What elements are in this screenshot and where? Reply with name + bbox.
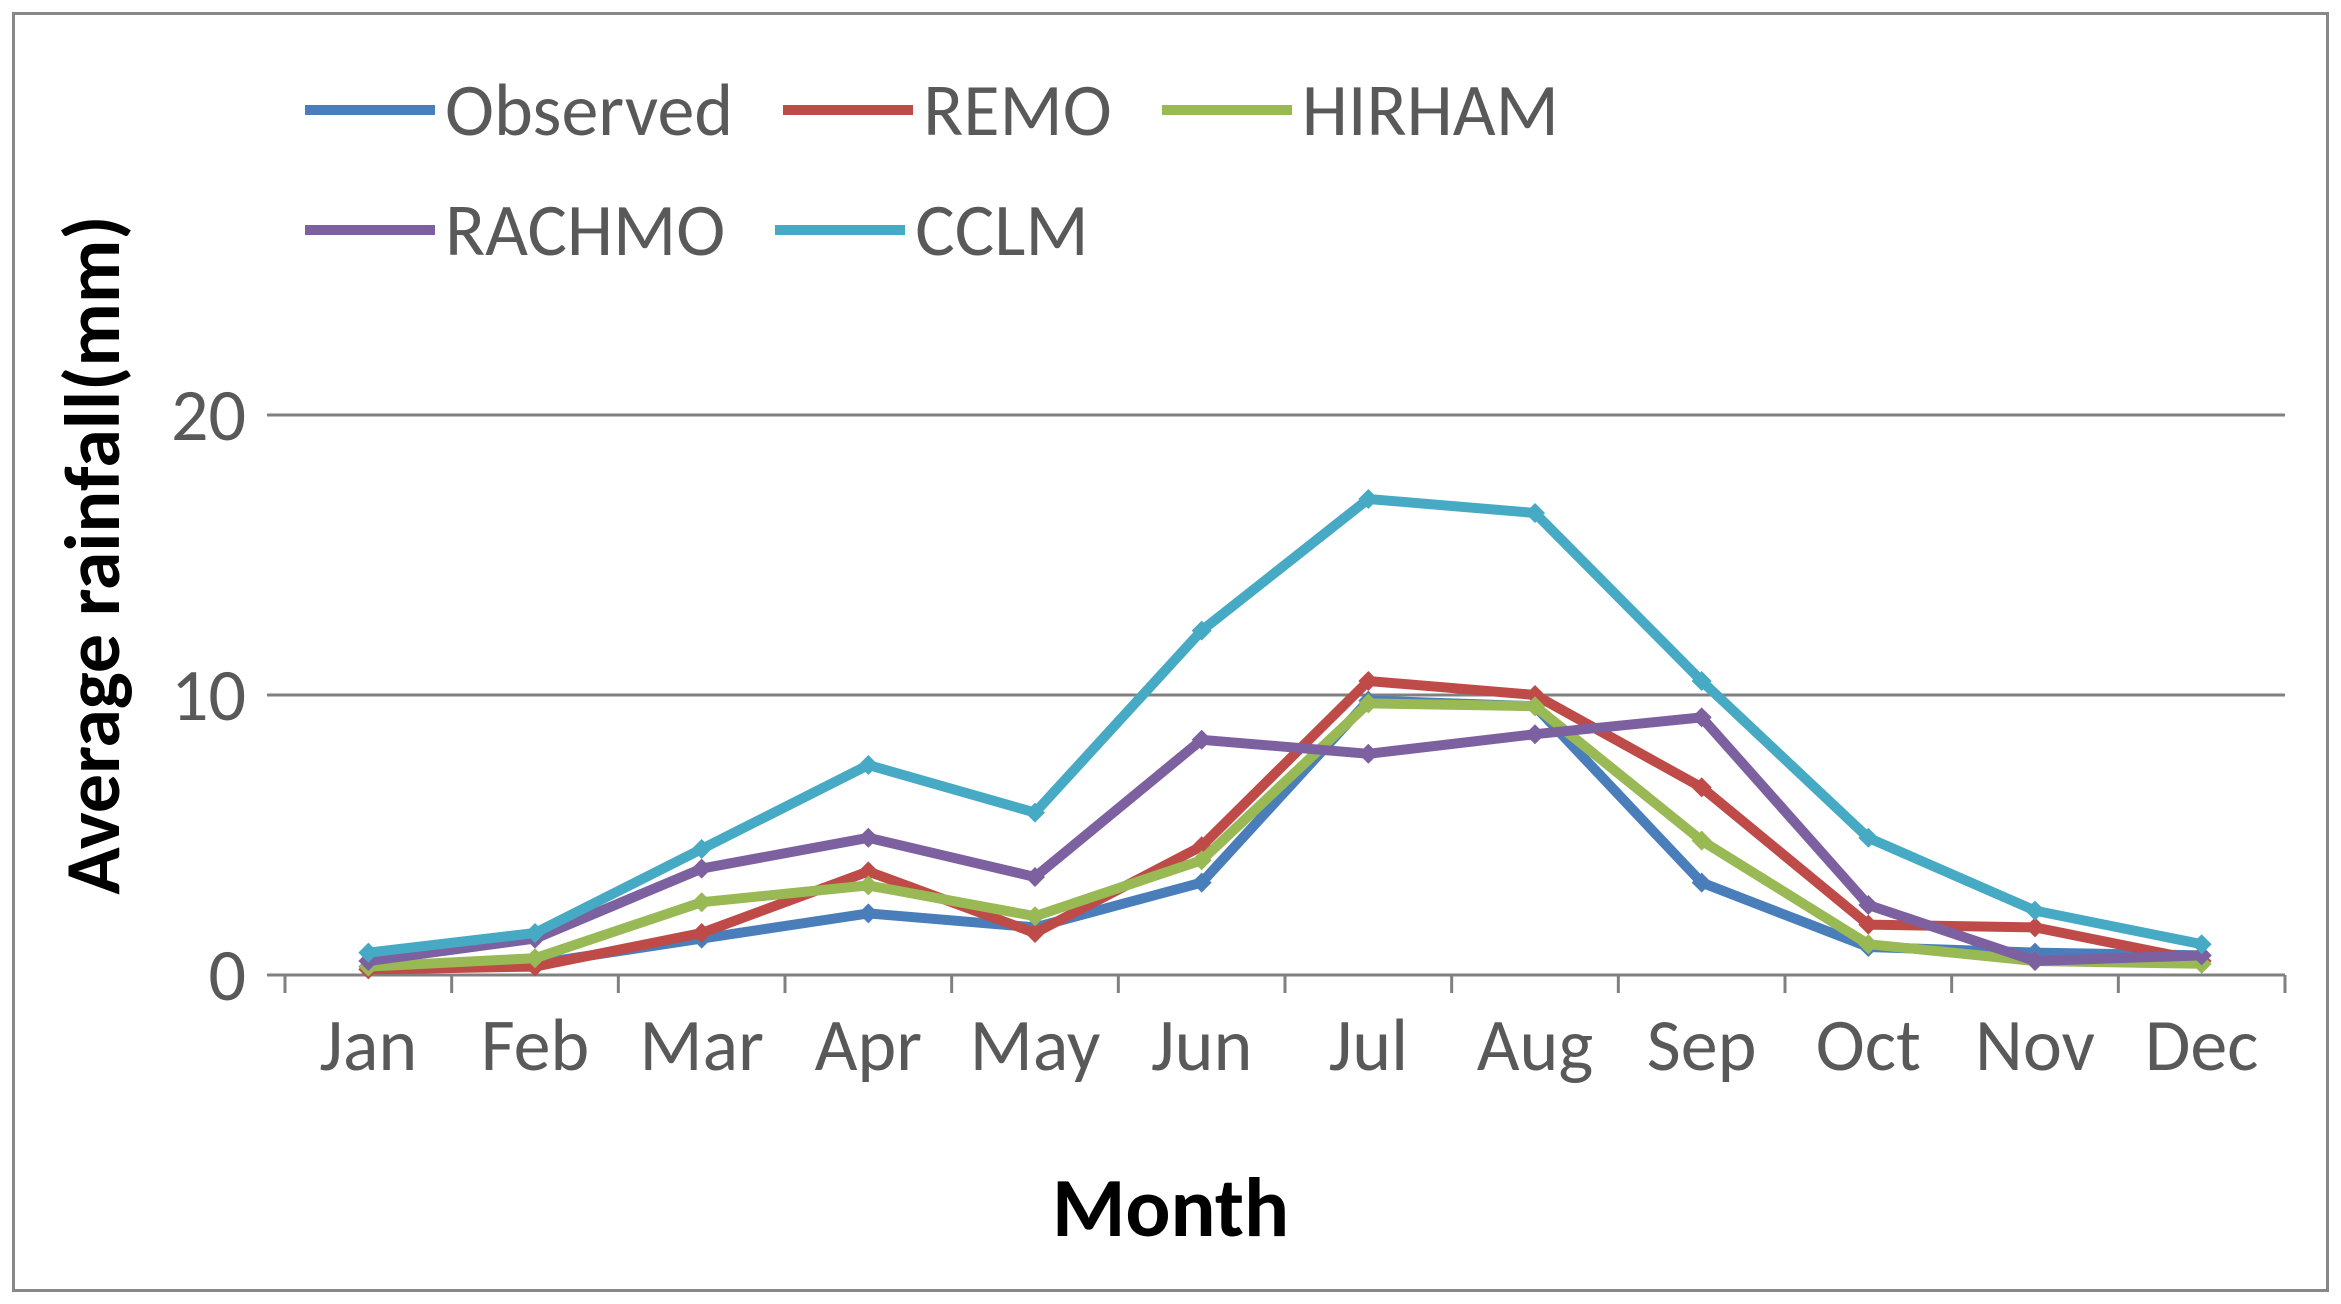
legend-swatch xyxy=(775,225,905,235)
legend-item: HIRHAM xyxy=(1162,65,1559,155)
plot-area xyxy=(285,415,2285,975)
x-tick-label: Aug xyxy=(1477,1000,1594,1090)
series-marker xyxy=(1358,744,1378,764)
x-tick-label: Feb xyxy=(481,1000,590,1090)
x-tick-label: Dec xyxy=(2145,1000,2259,1090)
plot-svg xyxy=(285,415,2285,975)
legend-label: RACHMO xyxy=(445,185,725,275)
legend-label: HIRHAM xyxy=(1302,65,1559,155)
x-tick-label: Jun xyxy=(1151,1000,1252,1090)
y-tick-label: 20 xyxy=(126,370,246,460)
x-tick-label: May xyxy=(970,1000,1101,1090)
legend-label: REMO xyxy=(923,65,1112,155)
series-marker xyxy=(858,828,878,848)
legend: Observed REMO HIRHAM RACHMO CCLM xyxy=(305,65,2105,305)
legend-swatch xyxy=(305,105,435,115)
legend-swatch xyxy=(1162,105,1292,115)
legend-item: CCLM xyxy=(775,185,1088,275)
chart-frame: ObservedREMOHIRHAMRACHMOCCLM Average rai… xyxy=(12,12,2329,1292)
x-tick-label: Jan xyxy=(319,1000,417,1090)
legend-item: REMO xyxy=(783,65,1112,155)
x-tick-label: Mar xyxy=(639,1000,764,1090)
x-tick-label: Oct xyxy=(1816,1000,1921,1090)
x-tick-label: Nov xyxy=(1975,1000,2095,1090)
legend-swatch xyxy=(783,105,913,115)
x-tick-label: Jul xyxy=(1329,1000,1408,1090)
legend-swatch xyxy=(305,225,435,235)
x-axis-label: Month xyxy=(15,1156,2326,1259)
x-tick-label: Sep xyxy=(1647,1000,1757,1090)
y-tick-label: 0 xyxy=(126,930,246,1020)
x-tick-label: Apr xyxy=(815,1000,923,1090)
series-marker xyxy=(1525,724,1545,744)
legend-label: Observed xyxy=(445,65,733,155)
y-tick-label: 10 xyxy=(126,650,246,740)
legend-label: CCLM xyxy=(915,185,1088,275)
series-marker xyxy=(858,903,878,923)
legend-item: Observed xyxy=(305,65,733,155)
series-line xyxy=(368,499,2201,953)
legend-item: RACHMO xyxy=(305,185,725,275)
